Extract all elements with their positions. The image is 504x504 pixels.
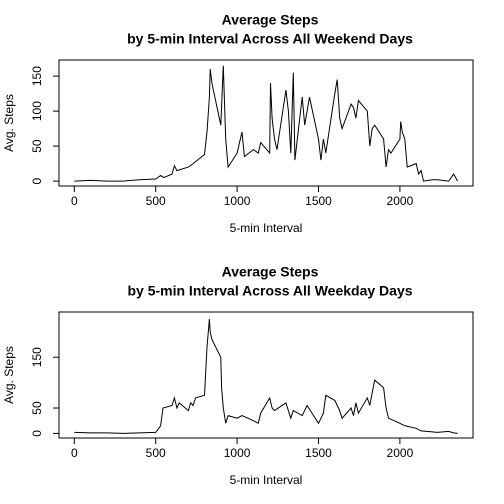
- plot-box: [58, 311, 474, 439]
- x-tick-label: 0: [71, 446, 78, 460]
- x-tick-label: 1000: [224, 194, 251, 208]
- chart-title: Average Steps: [222, 264, 319, 280]
- y-tick-label: 0: [30, 177, 44, 184]
- x-tick-label: 0: [71, 194, 78, 208]
- y-axis-label: Avg. Steps: [2, 346, 16, 404]
- x-tick-label: 1000: [224, 446, 251, 460]
- x-axis-label: 5-min Interval: [230, 221, 303, 235]
- chart-title: Average Steps: [222, 12, 319, 28]
- x-tick-label: 1500: [305, 446, 332, 460]
- x-tick-label: 2000: [387, 194, 414, 208]
- y-axis-label: Avg. Steps: [2, 94, 16, 152]
- chart-title: by 5-min Interval Across All Weekend Day…: [127, 31, 413, 47]
- data-line: [74, 319, 458, 434]
- plot-box: [58, 59, 474, 187]
- x-tick-label: 500: [146, 194, 166, 208]
- y-tick-label: 50: [30, 139, 44, 153]
- x-axis-label: 5-min Interval: [230, 473, 303, 487]
- x-tick-label: 1500: [305, 194, 332, 208]
- y-tick-label: 100: [30, 101, 44, 121]
- y-tick-label: 50: [30, 401, 44, 415]
- data-line: [74, 65, 459, 182]
- y-tick-label: 150: [30, 66, 44, 86]
- chart-title: by 5-min Interval Across All Weekday Day…: [127, 283, 412, 299]
- y-tick-label: 150: [30, 347, 44, 367]
- y-tick-label: 0: [30, 430, 44, 437]
- x-tick-label: 2000: [387, 446, 414, 460]
- x-tick-label: 500: [146, 446, 166, 460]
